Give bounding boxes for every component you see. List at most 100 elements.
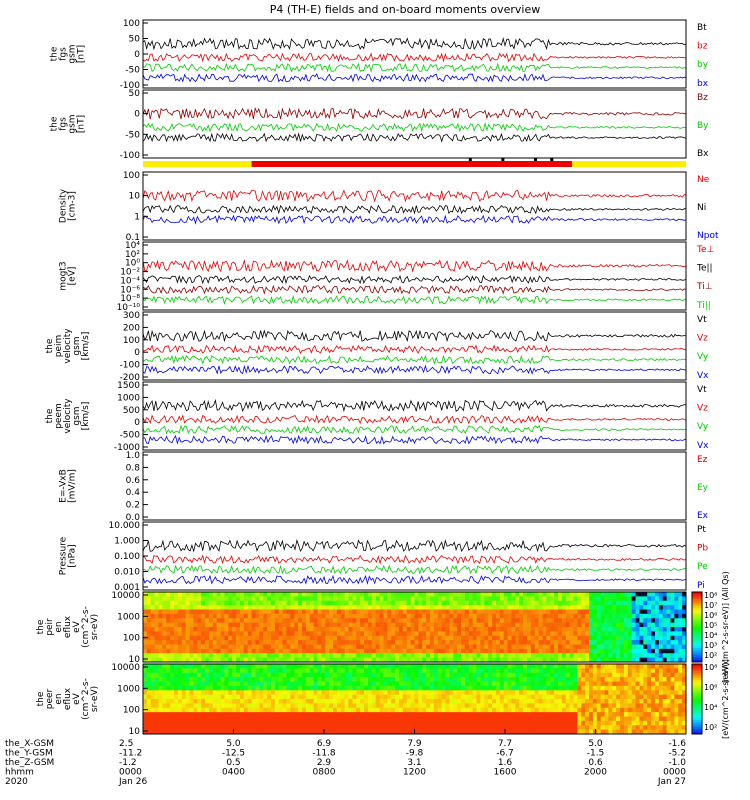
heatmap-cell — [627, 648, 633, 654]
colorbar-cell — [692, 664, 702, 667]
heatmap-cell — [445, 699, 450, 704]
heatmap-cell — [325, 613, 330, 619]
heatmap-cell — [398, 609, 404, 615]
heatmap-cell — [426, 677, 431, 682]
heatmap-cell — [453, 694, 458, 700]
heatmap-cell — [220, 635, 225, 641]
heatmap-cell — [298, 618, 303, 624]
heatmap-cell — [146, 618, 152, 624]
heatmap-cell — [608, 716, 613, 722]
heatmap-cell — [511, 640, 516, 645]
heatmap-cell — [228, 622, 233, 628]
heatmap-cell — [449, 681, 454, 687]
heatmap-cell — [449, 635, 454, 641]
heatmap-cell — [620, 716, 625, 722]
heatmap-cell — [515, 707, 520, 713]
heatmap-cell — [437, 681, 443, 687]
heatmap-cell — [352, 729, 357, 735]
heatmap-cell — [255, 657, 260, 663]
heatmap-cell — [608, 677, 613, 682]
heatmap-cell — [174, 592, 179, 597]
heatmap-cell — [495, 677, 501, 682]
heatmap-cell — [205, 707, 210, 713]
heatmap-cell — [488, 672, 493, 678]
heatmap-cell — [612, 635, 617, 641]
heatmap-cell — [647, 622, 652, 628]
heatmap-cell — [503, 664, 509, 669]
heatmap-cell — [224, 720, 229, 726]
heatmap-cell — [174, 668, 179, 674]
heatmap-cell — [530, 703, 536, 709]
heatmap-cell — [441, 622, 447, 628]
heatmap-cell — [437, 729, 443, 735]
heatmap-cell — [639, 596, 644, 602]
heatmap-cell — [340, 699, 346, 704]
heatmap-cell — [364, 677, 369, 682]
heatmap-cell — [309, 592, 315, 597]
heatmap-cell — [267, 609, 272, 615]
heatmap-cell — [197, 681, 202, 687]
heatmap-cell — [236, 699, 241, 704]
heatmap-cell — [577, 716, 582, 722]
heatmap-cell — [569, 703, 575, 709]
heatmap-cell — [472, 668, 478, 674]
heatmap-cell — [243, 622, 249, 628]
heatmap-cell — [422, 672, 427, 678]
heatmap-cell — [325, 677, 330, 682]
heatmap-cell — [333, 677, 338, 682]
heatmap-cell — [298, 716, 303, 722]
heatmap-cell — [146, 631, 152, 637]
heatmap-cell — [526, 716, 532, 722]
heatmap-cell — [290, 600, 295, 606]
heatmap-cell — [492, 592, 497, 597]
heatmap-cell — [554, 609, 559, 615]
legend-entry: Vt — [697, 385, 707, 395]
heatmap-cell — [546, 677, 551, 682]
heatmap-cell — [627, 707, 633, 713]
heatmap-cell — [379, 609, 384, 615]
heatmap-cell — [476, 653, 481, 659]
heatmap-cell — [228, 618, 233, 624]
heatmap-cell — [224, 648, 229, 654]
heatmap-cell — [612, 613, 617, 619]
heatmap-cell — [558, 600, 563, 606]
heatmap-cell — [348, 648, 353, 654]
heatmap-cell — [476, 605, 481, 610]
heatmap-cell — [623, 725, 629, 731]
heatmap-cell — [433, 635, 439, 641]
heatmap-cell — [589, 677, 594, 682]
heatmap-cell — [523, 648, 528, 654]
y-axis-label: gsm — [72, 336, 82, 355]
heatmap-cell — [445, 640, 450, 645]
heatmap-cell — [585, 716, 590, 722]
heatmap-cell — [406, 690, 412, 696]
heatmap-cell — [604, 729, 609, 735]
heatmap-cell — [589, 644, 594, 650]
heatmap-cell — [177, 668, 183, 674]
heatmap-cell — [360, 648, 365, 654]
heatmap-cell — [433, 600, 439, 606]
heatmap-cell — [220, 664, 225, 669]
heatmap-cell — [298, 644, 303, 650]
heatmap-cell — [526, 622, 532, 628]
heatmap-cell — [596, 622, 602, 628]
heatmap-cell — [569, 707, 575, 713]
heatmap-cell — [158, 703, 163, 709]
heatmap-cell — [519, 699, 524, 704]
heatmap-cell — [154, 657, 160, 663]
heatmap-cell — [313, 685, 319, 691]
heatmap-cell — [395, 725, 400, 731]
heatmap-cell — [414, 690, 419, 696]
heatmap-cell — [476, 703, 481, 709]
heatmap-cell — [302, 640, 307, 645]
heatmap-cell — [461, 685, 466, 691]
heatmap-cell — [476, 648, 481, 654]
heatmap-cell — [317, 703, 322, 709]
heatmap-cell — [678, 627, 683, 632]
heatmap-cell — [270, 609, 276, 615]
heatmap-cell — [379, 725, 384, 731]
heatmap-cell — [340, 690, 346, 696]
heatmap-cell — [422, 600, 427, 606]
heatmap-cell — [573, 707, 578, 713]
